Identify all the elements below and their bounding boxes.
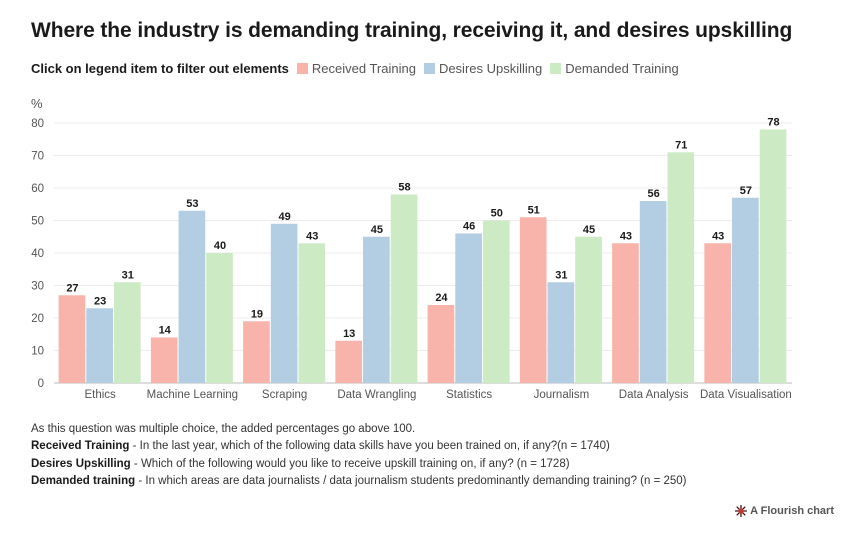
y-tick-label: 20 [31,313,44,325]
legend-item-received-training[interactable]: Received Training [296,61,416,76]
data-label: 31 [122,269,134,281]
legend-swatch [550,63,562,74]
data-label: 49 [279,211,291,223]
bar [243,321,270,383]
bar [482,220,510,383]
bar [58,295,86,383]
bar [639,201,667,383]
note-label: Desires Upskilling [31,457,131,470]
x-tick-label: Ethics [84,389,116,401]
bar [363,236,390,383]
bar [178,210,206,383]
note-label: Received Training [31,440,130,453]
bar [759,129,787,383]
note-text: - Which of the following would you like … [130,457,570,470]
data-label: 58 [398,182,410,194]
bar [270,223,298,383]
data-label: 40 [214,240,226,252]
y-tick-label: 0 [38,378,44,390]
note-demanded-training: Demanded training - In which areas are d… [31,473,687,490]
data-label: 19 [251,308,263,320]
bar [732,197,759,383]
bar [86,308,113,383]
x-tick-label: Data Wrangling [337,389,416,401]
data-label: 14 [159,325,172,337]
x-tick-label: Data Visualisation [700,389,792,401]
credit-text: A Flourish chart [750,505,834,517]
y-tick-label: 50 [31,216,44,228]
x-tick-label: Data Analysis [619,389,689,401]
legend-label: Desires Upskilling [438,61,543,76]
bar [455,233,482,383]
bar [206,253,233,383]
data-label: 43 [712,230,724,242]
data-label: 50 [491,208,503,220]
y-tick-label: 10 [31,346,44,358]
data-label: 27 [66,282,78,294]
data-label: 53 [186,198,198,210]
y-tick-label: 30 [31,281,44,293]
bar [547,282,575,383]
data-label: 51 [528,204,540,216]
bar [575,236,602,383]
data-label: 23 [94,295,106,307]
note-text: - In the last year, which of the followi… [129,440,610,453]
data-label: 31 [555,269,567,281]
legend-label: Received Training [311,61,416,76]
data-label: 57 [740,185,752,197]
bar [150,337,178,383]
data-label: 45 [371,224,383,236]
data-label: 56 [648,188,660,200]
note-received-training: Received Training - In the last year, wh… [31,438,687,455]
y-tick-label: 70 [31,151,44,163]
bar [113,282,141,383]
x-tick-label: Scraping [262,389,307,401]
legend-item-demanded-training[interactable]: Demanded Training [550,61,679,76]
bar [298,243,326,383]
x-tick-label: Statistics [446,389,492,401]
bar [667,152,695,383]
chart-notes: As this question was multiple choice, th… [31,421,687,491]
bar [612,243,639,383]
note-desires-upskilling: Desires Upskilling - Which of the follow… [31,456,687,473]
bar [519,217,547,383]
bar-chart: % 0 10 20 30 40 50 60 70 80 27 23 31 Ethics 14 53 40 Mach… [31,96,792,401]
x-tick-label: Journalism [534,389,590,401]
chart-title: Where the industry is demanding training… [31,19,793,42]
legend-swatch [296,63,308,74]
y-tick-label: 80 [31,118,44,130]
legend: Click on legend item to filter out eleme… [31,61,687,76]
data-label: 45 [583,224,595,236]
bar [427,305,455,383]
bar [704,243,732,383]
x-tick-label: Machine Learning [147,389,238,401]
data-label: 43 [620,230,632,242]
note-multiple-choice: As this question was multiple choice, th… [31,423,416,435]
y-tick-label: 60 [31,183,44,195]
y-axis-unit-label: % [31,96,43,111]
legend-prompt: Click on legend item to filter out eleme… [31,61,289,76]
bar [335,340,363,383]
data-label: 13 [343,328,355,340]
data-label: 71 [675,139,687,151]
flourish-credit-link[interactable]: A Flourish chart [735,505,834,517]
bar [390,194,418,383]
data-label: 78 [767,117,779,129]
data-label: 46 [463,221,475,233]
legend-swatch [423,63,435,74]
data-label: 43 [306,230,318,242]
note-label: Demanded training [31,475,136,488]
data-label: 24 [435,292,448,304]
y-tick-label: 40 [31,248,44,260]
legend-label: Demanded Training [565,61,679,76]
note-text: - In which areas are data journalists / … [135,475,687,488]
flourish-logo-icon [735,505,748,517]
legend-item-desires-upskilling[interactable]: Desires Upskilling [423,61,543,76]
